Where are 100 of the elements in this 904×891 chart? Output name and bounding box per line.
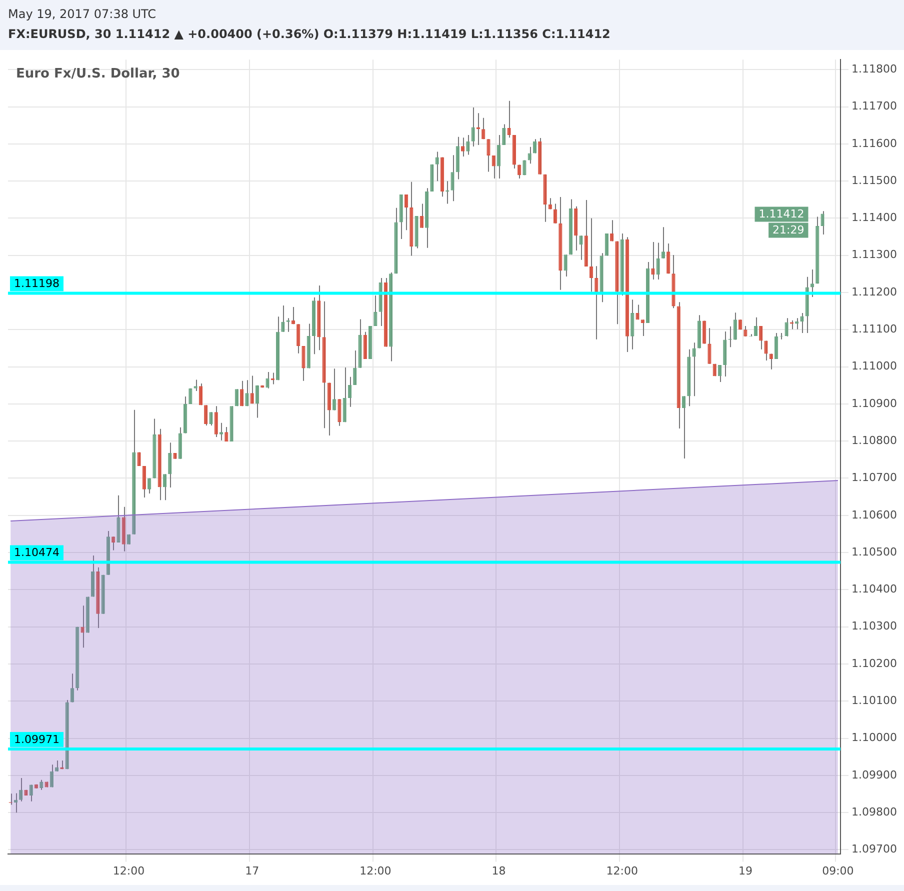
candlestick [471, 107, 475, 148]
candlestick [281, 305, 285, 332]
candlestick [240, 380, 244, 407]
candlestick [502, 124, 506, 146]
y-tick-label: 1.11700 [852, 100, 898, 113]
candlestick [579, 235, 583, 260]
candlestick [209, 412, 213, 426]
candlestick [112, 536, 116, 551]
candlestick [188, 388, 192, 404]
candlestick [198, 383, 203, 406]
candlestick [656, 242, 660, 280]
annotation: 1.11412 [758, 208, 804, 221]
y-tick-label: 1.10200 [852, 656, 898, 670]
text: Euro Fx/U.S. Dollar, 30 [16, 66, 180, 82]
candlestick [810, 268, 814, 298]
candlestick [764, 340, 768, 361]
candlestick [116, 494, 120, 544]
x-tick-label: 12:00 [606, 864, 638, 878]
candlestick [718, 364, 722, 383]
candlestick [363, 331, 367, 360]
y-tick-label: 1.11300 [852, 248, 898, 262]
y-tick-label: 1.11400 [852, 211, 898, 224]
candlestick [692, 342, 696, 397]
candlestick [178, 426, 182, 460]
candlestick [800, 312, 804, 334]
candlestick [507, 100, 511, 138]
candlestick [40, 779, 44, 790]
text: May 19, 2017 07:38 UTC [8, 6, 158, 23]
candlestick [142, 465, 146, 498]
y-tick-label: 1.10400 [852, 582, 898, 596]
candlestick [435, 151, 439, 182]
candlestick [219, 422, 224, 441]
y-tick-label: 1.09900 [852, 768, 898, 782]
candlestick [70, 673, 74, 703]
candlestick [255, 384, 260, 418]
candlestick [332, 368, 336, 411]
candlestick [482, 117, 486, 140]
candlestick [820, 210, 824, 236]
candlestick [374, 294, 378, 326]
candlestick [204, 404, 208, 426]
candlestick [296, 324, 300, 354]
candlestick [630, 299, 634, 350]
y-tick-label: 1.10900 [852, 396, 898, 410]
y-tick-label: 1.10300 [852, 620, 898, 633]
text: FX:EURUSD, 30 1.11412 ▲ +0.00400 (+0.36%) O:1.11379 H:1.11419 L:1.11356 C:1.11412 [8, 26, 612, 43]
candlestick [532, 138, 537, 154]
y-tick-label: 1.11000 [852, 360, 898, 373]
candlestick [168, 442, 172, 488]
annotation: 21:29 [772, 224, 804, 237]
candlestick [486, 138, 490, 172]
y-tick-label: 1.11100 [852, 322, 898, 336]
candlestick [420, 203, 424, 228]
candlestick [404, 194, 408, 231]
candlestick [266, 372, 270, 389]
y-tick-label: 1.09800 [852, 805, 898, 818]
y-tick-label: 1.11600 [852, 136, 898, 150]
candlestick [250, 375, 254, 404]
x-tick-label: 17 [245, 864, 260, 878]
candlestick [162, 474, 167, 501]
candlestick [148, 478, 152, 494]
x-tick-label: 19 [738, 864, 752, 878]
candlestick [636, 304, 640, 320]
candlestick [640, 319, 644, 336]
candlestick [496, 134, 501, 179]
x-tick-label: 12:00 [360, 864, 392, 878]
candlestick [80, 605, 84, 648]
candlestick [50, 764, 54, 788]
candlestick [19, 778, 23, 802]
y-tick-label: 1.10100 [852, 694, 898, 707]
x-tick-label: 09:00 [822, 864, 854, 878]
candlestick [666, 242, 670, 274]
candlestick [528, 146, 532, 164]
candlestick [769, 353, 773, 370]
y-tick-label: 1.10000 [852, 731, 898, 744]
candlestick [214, 406, 218, 438]
candlestick [194, 379, 198, 392]
candlestick [348, 376, 352, 408]
candlestick [518, 164, 522, 179]
y-tick-label: 1.10500 [852, 545, 898, 558]
candlestick [759, 325, 763, 350]
y-tick-label: 1.09700 [852, 842, 898, 856]
y-tick-label: 1.11500 [852, 174, 898, 187]
candlestick [733, 312, 737, 340]
candlestick [245, 380, 249, 407]
y-tick-label: 1.11800 [852, 62, 898, 76]
ref-line-label: 1.11198 [14, 277, 60, 290]
candlestick [589, 218, 594, 292]
candlestick [450, 154, 454, 202]
candlestick [302, 346, 306, 382]
y-tick-label: 1.10600 [852, 508, 898, 522]
candlestick [554, 203, 558, 224]
candlestick [754, 316, 758, 336]
x-tick-label: 12:00 [112, 864, 145, 878]
candlestick [224, 426, 228, 442]
candlestick [353, 350, 357, 386]
candlestick [29, 784, 33, 802]
y-tick-label: 1.10800 [852, 434, 898, 447]
candlestick [338, 398, 342, 426]
y-tick-label: 1.10700 [852, 471, 898, 484]
candlestick [774, 332, 778, 360]
